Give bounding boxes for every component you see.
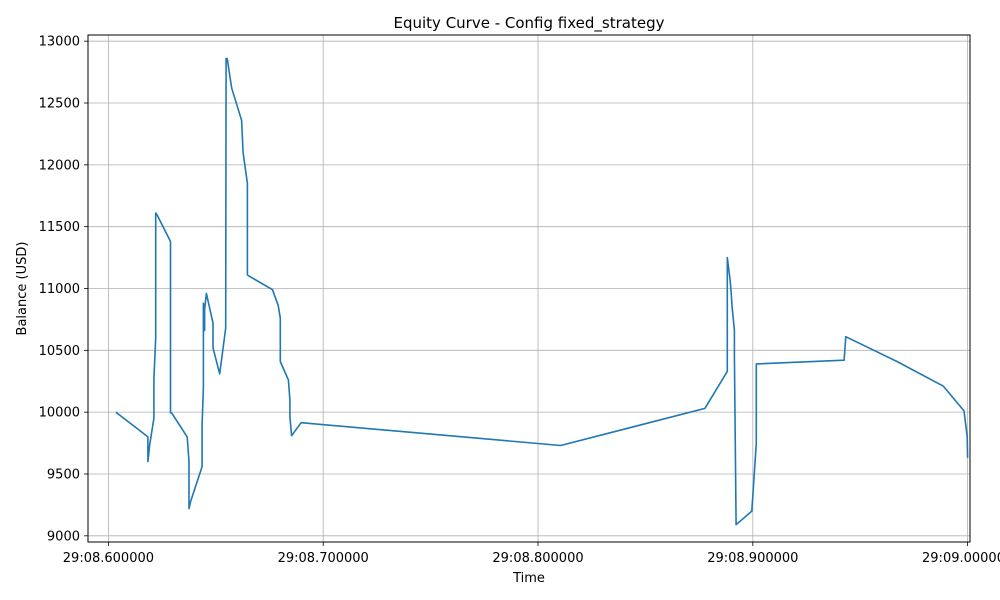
y-tick-label: 13000 [39, 35, 80, 50]
y-axis-label: Balance (USD) [15, 242, 30, 336]
series-layer [115, 57, 969, 526]
x-tick-label: 29:08.800000 [492, 551, 583, 566]
y-tick-label: 11500 [39, 220, 80, 235]
y-tick-label: 12000 [39, 158, 80, 173]
y-tick-label: 10500 [39, 344, 80, 359]
x-tick-label: 29:08.900000 [707, 551, 798, 566]
axis-ticks: 29:08.600000 29:08.700000 29:08.800000 29:0… [39, 35, 1000, 566]
y-tick-label: 10000 [39, 406, 80, 421]
x-tick-label: 29:08.700000 [278, 551, 369, 566]
x-tick-label: 29:08.600000 [63, 551, 154, 566]
chart-title: Equity Curve - Config fixed_strategy [394, 14, 665, 33]
y-tick-label: 9500 [47, 467, 80, 482]
grid-lines [88, 35, 970, 542]
y-tick-label: 12500 [39, 97, 80, 112]
x-axis-label: Time [512, 571, 545, 586]
series-line [115, 57, 969, 526]
x-tick-label: 29:09.000000 [922, 551, 1000, 566]
y-tick-label: 11000 [39, 282, 80, 297]
y-tick-label: 9000 [47, 529, 80, 544]
